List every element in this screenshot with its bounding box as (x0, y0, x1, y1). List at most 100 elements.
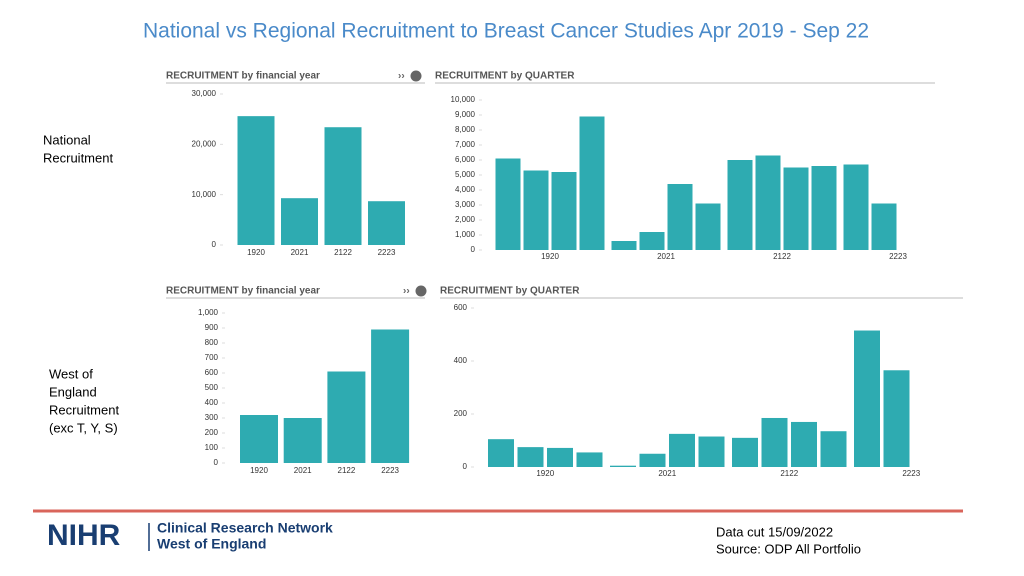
y-tick-label: 7,000 (455, 140, 476, 149)
help-icon (410, 70, 422, 82)
y-tick-label: 500 (205, 383, 219, 392)
bar (371, 329, 410, 463)
y-tick-label: 0 (471, 245, 476, 254)
y-tick-label: 1,000 (455, 230, 476, 239)
x-tick-label: 1920 (250, 466, 268, 475)
bar (843, 164, 869, 250)
x-tick-label: 2223 (378, 248, 396, 257)
y-tick-label: 600 (205, 368, 219, 377)
y-tick-label: 2,000 (455, 215, 476, 224)
y-tick-label: 0 (212, 240, 217, 249)
x-tick-label: 2021 (294, 466, 312, 475)
x-tick-label: 2021 (657, 252, 675, 261)
expand-icon: ›› (403, 286, 410, 297)
bar (576, 452, 603, 467)
y-tick-label: 900 (205, 323, 219, 332)
y-tick-label: 5,000 (455, 170, 476, 179)
bar (517, 447, 544, 467)
chart-header: RECRUITMENT by QUARTER (435, 71, 575, 82)
x-tick-label: 2021 (291, 248, 309, 257)
y-tick-label: 4,000 (455, 185, 476, 194)
help-icon (415, 285, 427, 297)
y-tick-label: 400 (454, 356, 468, 365)
expand-icon: ›› (398, 71, 405, 82)
bar (854, 330, 880, 467)
y-tick-label: 0 (214, 458, 219, 467)
bar (240, 415, 278, 463)
x-tick-label: 2021 (658, 469, 676, 478)
bar (611, 241, 637, 250)
bar (761, 417, 788, 467)
bar (237, 116, 275, 245)
bar (495, 158, 521, 250)
x-tick-label: 2122 (773, 252, 791, 261)
x-tick-label: 1920 (536, 469, 554, 478)
y-tick-label: 20,000 (192, 139, 217, 148)
y-tick-label: 10,000 (451, 95, 476, 104)
row-label: Recruitment (49, 402, 119, 417)
bar (547, 447, 573, 467)
header-icons: ›› ›› (398, 70, 427, 297)
bar (883, 370, 910, 467)
data-cut: Data cut 15/09/2022 (716, 524, 833, 539)
y-tick-label: 6,000 (455, 155, 476, 164)
y-tick-label: 400 (205, 398, 219, 407)
row-label: Recruitment (43, 150, 113, 165)
bar (732, 437, 758, 467)
bar (871, 203, 897, 250)
y-tick-label: 200 (205, 428, 219, 437)
row-label: England (49, 384, 97, 399)
region-name: West of England (157, 536, 266, 552)
y-tick-label: 9,000 (455, 110, 476, 119)
bar (327, 371, 366, 463)
bar (791, 421, 817, 467)
bar (324, 127, 362, 245)
bar (667, 184, 693, 250)
logo: NIHR (47, 519, 121, 552)
row-label: West of (49, 366, 93, 381)
y-tick-label: 300 (205, 413, 219, 422)
bar (579, 116, 605, 250)
x-tick-label: 2223 (381, 466, 399, 475)
y-tick-label: 800 (205, 338, 219, 347)
x-tick-label: 2223 (902, 469, 920, 478)
y-tick-label: 8,000 (455, 125, 476, 134)
bar (281, 198, 318, 245)
x-tick-label: 2122 (334, 248, 352, 257)
chart-header: RECRUITMENT by QUARTER (440, 286, 580, 297)
y-tick-label: 700 (205, 353, 219, 362)
y-tick-label: 30,000 (192, 89, 217, 98)
bar (811, 166, 837, 250)
y-tick-label: 0 (463, 462, 468, 471)
bar (610, 465, 636, 467)
y-tick-label: 200 (454, 409, 468, 418)
source: Source: ODP All Portfolio (716, 541, 861, 556)
bar (283, 418, 322, 463)
x-tick-label: 2223 (889, 252, 907, 261)
bar (727, 160, 753, 250)
row-label: National (43, 132, 91, 147)
x-tick-label: 2122 (338, 466, 356, 475)
bar (523, 170, 549, 250)
bar (639, 453, 666, 467)
bar (669, 433, 695, 467)
bar (755, 155, 781, 250)
network-name: Clinical Research Network (157, 520, 333, 536)
y-tick-label: 1,000 (198, 308, 219, 317)
slide-title: National vs Regional Recruitment to Brea… (143, 20, 869, 43)
bar (783, 167, 809, 250)
bar (368, 201, 405, 245)
y-tick-label: 600 (454, 303, 468, 312)
x-tick-label: 2122 (780, 469, 798, 478)
y-tick-label: 3,000 (455, 200, 476, 209)
x-tick-label: 1920 (247, 248, 265, 257)
row-label: (exc T, Y, S) (49, 420, 118, 435)
x-tick-label: 1920 (541, 252, 559, 261)
bar (698, 436, 725, 467)
chart-header: RECRUITMENT by financial year (166, 71, 320, 82)
bar (551, 172, 577, 250)
bar (695, 203, 721, 250)
bar (488, 439, 514, 467)
bar (820, 431, 847, 467)
